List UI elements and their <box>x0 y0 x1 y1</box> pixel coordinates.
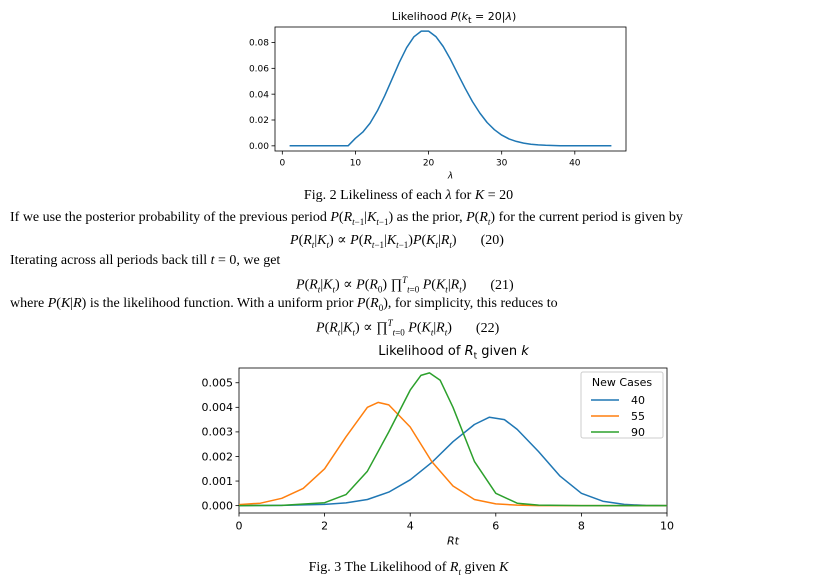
equation-20: P(Rt|Kt) ∝ P(Rt−1|Kt−1)P(Kt|Rt) (20) <box>290 233 504 250</box>
series-line-55 <box>238 401 667 507</box>
figure2-title: Likelihood P(kt = 20|λ) <box>391 10 517 27</box>
plot-frame <box>238 367 668 514</box>
y-tick-label: 0.000 <box>202 499 234 512</box>
y-tick-label: 0.004 <box>202 401 234 414</box>
y-tick-label: 0.02 <box>249 116 269 126</box>
x-tick-label: 6 <box>492 520 499 533</box>
legend-label-55: 55 <box>631 410 645 423</box>
series-line-0 <box>289 30 612 147</box>
series-line-40 <box>238 416 668 507</box>
x-tick-label: 10 <box>660 520 674 533</box>
figure2-caption: Fig. 2 Likeliness of each λ for K = 20 <box>303 188 514 203</box>
x-tick-label: 8 <box>578 520 585 533</box>
figure2-plot: 0 10 20 30 40 0.00 0.02 0.04 0.06 0.08 λ <box>249 26 627 182</box>
paragraph-prior: If we use the posterior probability of t… <box>10 210 683 227</box>
y-tick-label: 0.08 <box>249 39 269 49</box>
equation-22: P(Rt|Kt) ∝ ∏Tt=0 P(Kt|Rt) (22) <box>316 318 500 338</box>
x-axis-label: λ <box>447 172 453 182</box>
x-tick-label: 40 <box>569 159 581 169</box>
plot-frame <box>274 26 627 152</box>
x-tick-label: 4 <box>407 520 414 533</box>
x-tick-label: 0 <box>279 159 285 169</box>
y-tick-label: 0.06 <box>249 64 269 74</box>
paragraph-iterating: Iterating across all periods back till t… <box>10 253 281 268</box>
y-tick-label: 0.005 <box>202 377 234 390</box>
y-tick-label: 0.00 <box>249 142 269 152</box>
figure3-plot: 0 2 4 6 8 10 0.000 0.001 0.002 0.003 0.004 0.005 Rt N… <box>202 367 674 548</box>
legend-label-90: 90 <box>631 426 645 439</box>
legend-box <box>580 371 664 439</box>
equation-21-number: (21) <box>490 277 514 293</box>
x-tick-label: 20 <box>423 159 435 169</box>
x-axis-label: Rt <box>447 535 460 548</box>
equation-22-number: (22) <box>475 320 500 336</box>
y-tick-label: 0.001 <box>202 475 234 488</box>
legend-label-40: 40 <box>631 394 645 407</box>
equation-20-number: (20) <box>480 233 504 248</box>
paragraph-likelihood: where P(K|R) is the likelihood function.… <box>10 296 558 313</box>
x-tick-label: 30 <box>496 159 508 169</box>
x-tick-label: 10 <box>350 159 362 169</box>
equation-21: P(Rt|Kt) ∝ P(R0) ∏Tt=0 P(Kt|Rt) (21) <box>296 275 514 295</box>
x-tick-label: 0 <box>236 520 243 533</box>
y-tick-label: 0.04 <box>249 90 269 100</box>
x-tick-label: 2 <box>321 520 328 533</box>
y-tick-label: 0.003 <box>202 426 234 439</box>
legend-title: New Cases <box>592 376 652 389</box>
y-tick-label: 0.002 <box>202 450 234 463</box>
series-line-90 <box>238 372 667 507</box>
figure3-caption: Fig. 3 The Likelihood of Rt given K <box>308 560 509 577</box>
figure3-title: Likelihood of Rt given k <box>378 344 529 362</box>
